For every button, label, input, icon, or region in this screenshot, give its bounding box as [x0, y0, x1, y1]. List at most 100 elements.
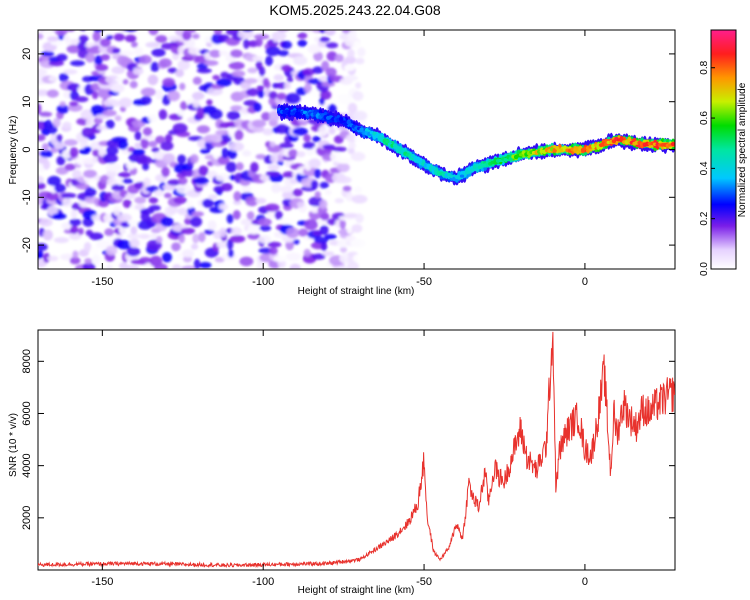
x-tick-label: -150 [91, 276, 113, 288]
spectrogram-cells [38, 30, 368, 269]
spectrogram-cell [82, 262, 96, 269]
y-tick-label: 8000 [21, 349, 33, 373]
spectrogram-cell [214, 257, 225, 263]
spectrogram-cell [172, 123, 188, 134]
spectrogram-cell [150, 233, 158, 239]
spectrogram-panel: -150 -100 -50 0 20 10 0 -10 -20 Height of straig… [8, 29, 676, 297]
spectrogram-cell [310, 205, 320, 214]
spectrogram-cell [183, 255, 192, 263]
spectrogram-cell [318, 125, 329, 137]
spectrogram-cell [184, 217, 192, 225]
spectrogram-cell [63, 69, 78, 75]
spectrogram-cell [82, 217, 94, 227]
spectrogram-cell [105, 163, 122, 173]
spectrogram-cell [319, 225, 329, 236]
ridge-cell [385, 139, 390, 144]
spectrogram-cell [277, 50, 290, 57]
spectrogram-cell [314, 168, 321, 179]
spectrogram-cell [155, 235, 163, 244]
spectrogram-cell [324, 234, 337, 240]
spectrogram-cell [111, 83, 125, 93]
spectrogram-cell [92, 156, 99, 163]
spectrogram-cell [41, 127, 51, 136]
y-tick-label: 20 [21, 48, 33, 60]
spectrogram-cell [271, 183, 281, 194]
spectrogram-cell [215, 173, 231, 182]
colorbar-tick-label: 0.4 [699, 161, 710, 175]
spectrogram-cell [307, 44, 322, 54]
spectrogram-cell [181, 265, 197, 269]
spectrogram-cell [89, 45, 102, 55]
spectrogram-cell [75, 183, 90, 190]
spectrogram-cell [281, 40, 292, 50]
spectrogram-cell [172, 52, 180, 61]
spectrogram-cell [43, 159, 51, 170]
spectrogram-cell [243, 38, 250, 50]
spectrogram-cell [91, 254, 101, 265]
spectrogram-cell [282, 171, 295, 179]
spectrogram-cell [288, 149, 298, 158]
spectrogram-cell [208, 194, 218, 200]
spectrogram-cell [39, 150, 53, 158]
snr-panel: -150 -100 -50 0 2000 4000 6000 8000 Height of s… [8, 329, 676, 596]
spectrogram-cell [304, 219, 318, 231]
spectrogram-cell [199, 262, 212, 269]
spectrogram-cell [72, 250, 79, 259]
spectrogram-cell [177, 59, 190, 71]
spectrogram-cell [92, 31, 101, 42]
spectrogram-cell [52, 213, 67, 220]
spectrogram-cell [219, 227, 227, 238]
spectrogram-cell [151, 147, 160, 153]
spectrogram-cell [344, 55, 356, 65]
spectrogram-cell [129, 80, 138, 89]
spectrogram-cell [38, 68, 48, 76]
spectrogram-cell [100, 53, 111, 61]
spectrogram-cell [206, 99, 213, 106]
spectrogram-cell [52, 117, 61, 128]
x-tick-label: 0 [582, 576, 588, 588]
spectrogram-cell [347, 30, 357, 41]
spectrogram-cell [268, 91, 278, 99]
spectrogram-cell [106, 264, 113, 269]
spectrogram-cell [320, 212, 330, 221]
spectrogram-cell [343, 64, 356, 72]
spectrogram-cell [69, 101, 79, 107]
spectrogram-cell [353, 40, 361, 50]
spectrogram-cell [43, 252, 51, 263]
spectrogram-cell [140, 87, 156, 97]
spectrogram-cell [145, 41, 161, 48]
spectrogram-cell [182, 30, 192, 41]
ridge-cell [465, 170, 470, 175]
spectrogram-cell [319, 90, 332, 100]
spectrogram-cell [246, 88, 259, 97]
spectrogram-cell [191, 243, 199, 250]
spectrogram-cell [314, 36, 321, 43]
spectrogram-cell [38, 250, 44, 259]
spectrogram-cell [350, 151, 366, 162]
spectrogram-cell [192, 76, 202, 85]
spectrogram-cell [178, 176, 188, 186]
spectrogram-cell [306, 147, 314, 156]
spectrogram-cell [112, 205, 121, 216]
spectrogram-cell [200, 148, 211, 154]
x-tick-label: 0 [582, 276, 588, 288]
spectrogram-cell [183, 30, 196, 34]
spectrogram-cell [271, 31, 287, 41]
colorbar-tick-label: 0.8 [699, 60, 710, 74]
spectrogram-cell [83, 242, 92, 253]
spectrogram-cell [321, 241, 328, 252]
spectrogram-cell [53, 237, 69, 244]
spectrogram-cell [153, 263, 168, 269]
spectrogram-cell [90, 105, 105, 116]
spectrogram-cell [46, 36, 60, 42]
spectrogram-cell [218, 50, 229, 56]
spectrogram-cell [69, 147, 79, 158]
spectrogram-cell [186, 200, 194, 209]
spectrogram-cell [228, 141, 244, 152]
spectrogram-cell [65, 30, 76, 32]
spectrogram-cell [75, 96, 89, 103]
spectrogram-cell [104, 228, 115, 237]
spectrogram-cell [221, 147, 229, 159]
spectrogram-cell [207, 220, 217, 231]
spectrogram-cell [56, 155, 66, 166]
